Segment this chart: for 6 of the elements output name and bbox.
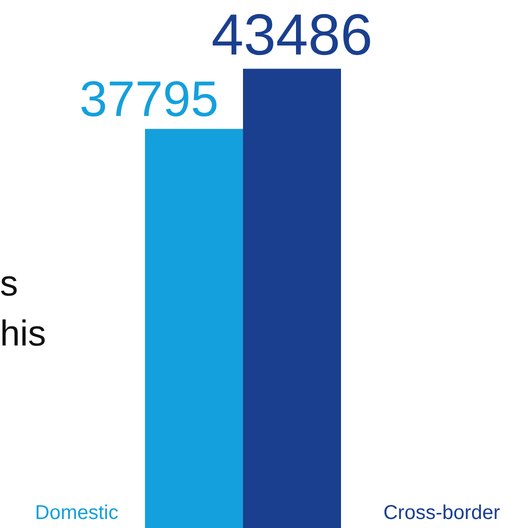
data-label: 37795 — [79, 70, 219, 127]
text: his — [0, 312, 46, 354]
series-label: Domestic — [35, 502, 118, 524]
text: Cross-border — [383, 502, 500, 524]
text: s — [0, 262, 18, 304]
data-label: 43486 — [211, 2, 373, 68]
